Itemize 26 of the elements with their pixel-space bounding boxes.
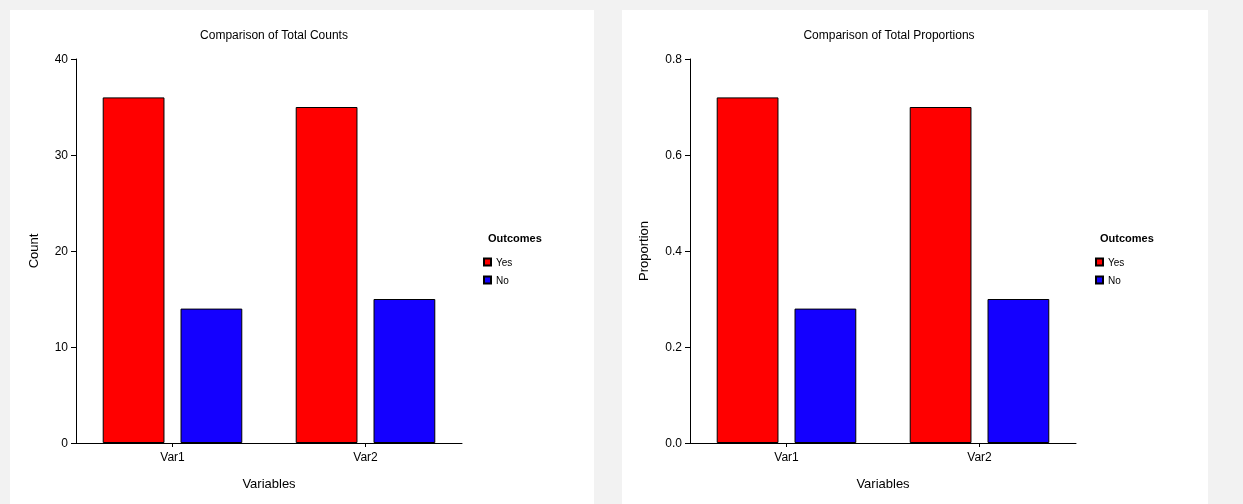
legend-title: Outcomes bbox=[1100, 231, 1154, 244]
y-tick-label: 10 bbox=[54, 340, 69, 354]
x-tick-label: Var1 bbox=[160, 450, 186, 464]
y-tick-label: 0.6 bbox=[665, 148, 683, 162]
y-tick-label: 0.8 bbox=[665, 52, 683, 66]
y-tick-label: 0 bbox=[61, 436, 69, 450]
chart-title: Comparison of Total Counts bbox=[200, 28, 348, 42]
x-axis-title: Variables bbox=[856, 476, 911, 491]
y-axis-title: Proportion bbox=[636, 221, 651, 281]
y-tick-label: 40 bbox=[54, 52, 69, 66]
legend-title: Outcomes bbox=[488, 231, 542, 244]
legend-label: Yes bbox=[1108, 256, 1125, 268]
y-tick-label: 30 bbox=[54, 148, 69, 162]
x-tick-label: Var1 bbox=[774, 450, 800, 464]
chart-title: Comparison of Total Proportions bbox=[803, 28, 975, 42]
x-tick-label: Var2 bbox=[967, 450, 993, 464]
legend-label: No bbox=[1108, 274, 1122, 286]
y-tick-label: 0.4 bbox=[665, 244, 683, 258]
y-axis-title: Count bbox=[26, 233, 41, 269]
x-tick-label: Var2 bbox=[353, 450, 379, 464]
y-tick-label: 20 bbox=[54, 244, 69, 258]
legend-label: No bbox=[496, 274, 510, 286]
y-tick-label: 0.0 bbox=[665, 436, 683, 450]
x-axis-title: Variables bbox=[242, 476, 297, 491]
legend-label: Yes bbox=[496, 256, 513, 268]
y-tick-label: 0.2 bbox=[665, 340, 683, 354]
